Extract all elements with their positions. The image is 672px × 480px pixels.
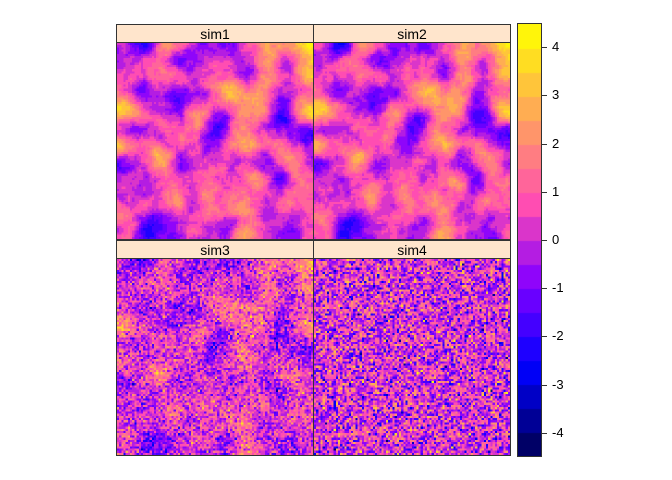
colorbar-tick bbox=[542, 47, 547, 49]
heatmap-panel-sim2 bbox=[313, 42, 511, 240]
colorbar-tick bbox=[542, 336, 547, 338]
colorbar-tick-label: -3 bbox=[552, 376, 564, 392]
colorbar-tick bbox=[542, 143, 547, 145]
colorbar bbox=[517, 23, 542, 457]
colorbar-tick bbox=[542, 288, 547, 290]
colorbar-tick-label: -4 bbox=[552, 424, 564, 440]
heatmap-panel-sim3 bbox=[116, 258, 314, 456]
colorbar-tick bbox=[542, 95, 547, 97]
heatmap-panel-sim4 bbox=[313, 258, 511, 456]
colorbar-tick bbox=[542, 240, 547, 241]
colorbar-tick-label: -1 bbox=[552, 280, 564, 296]
colorbar-tick-label: 4 bbox=[552, 39, 560, 55]
panel-strip-sim2: sim2 bbox=[313, 24, 511, 43]
colorbar-tick bbox=[542, 384, 547, 386]
colorbar-tick-label: 1 bbox=[552, 183, 560, 199]
colorbar-tick-label: 2 bbox=[552, 135, 560, 151]
colorbar-tick bbox=[542, 432, 547, 434]
panel-strip-sim1: sim1 bbox=[116, 24, 314, 43]
colorbar-tick bbox=[542, 191, 547, 193]
panel-strip-sim4: sim4 bbox=[313, 240, 511, 259]
colorbar-tick-label: -2 bbox=[552, 328, 564, 344]
colorbar-tick-label: 3 bbox=[552, 87, 560, 103]
colorbar-tick-label: 0 bbox=[552, 232, 560, 247]
panel-strip-sim3: sim3 bbox=[116, 240, 314, 259]
heatmap-panel-sim1 bbox=[116, 42, 314, 240]
